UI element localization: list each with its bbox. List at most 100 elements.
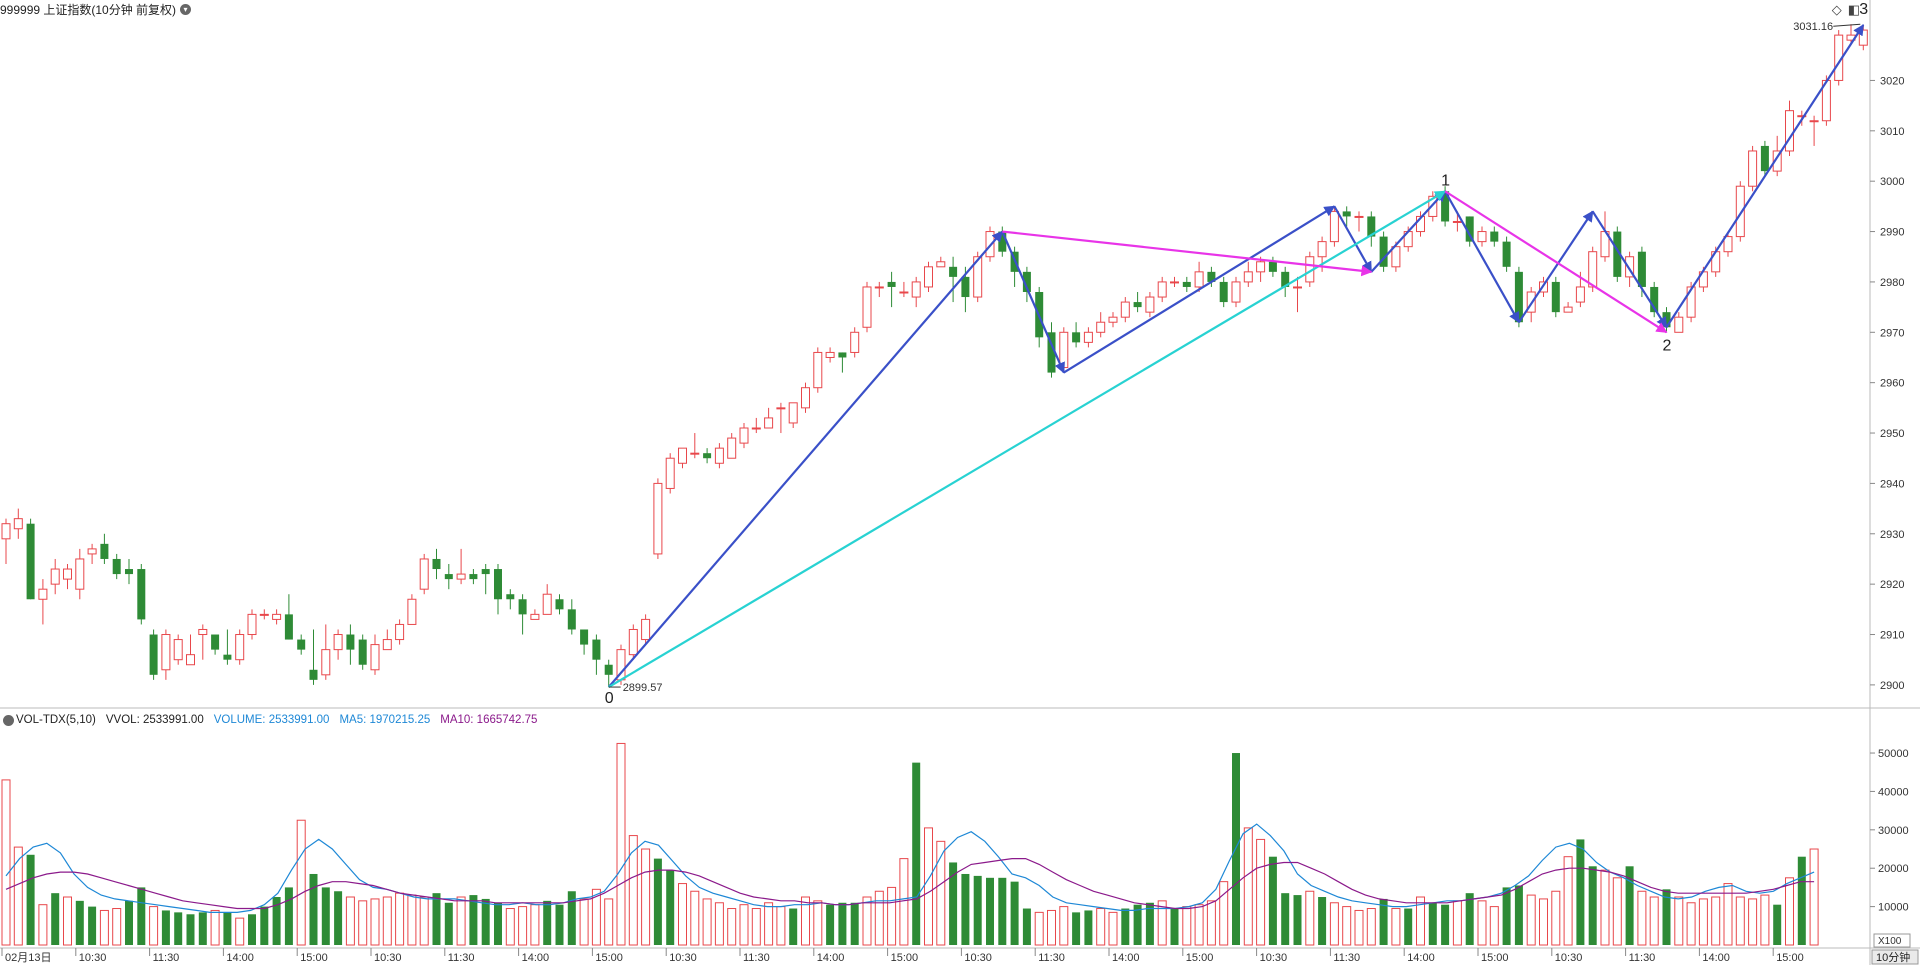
volume-bar bbox=[1305, 890, 1315, 946]
volume-bar bbox=[1711, 896, 1721, 946]
time-tick-label: 15:00 bbox=[300, 952, 328, 964]
volume-bar bbox=[88, 906, 97, 945]
volume-bar bbox=[776, 906, 786, 946]
price-tick-label: 2960 bbox=[1880, 378, 1904, 390]
volume-tick-label: 20000 bbox=[1878, 863, 1909, 875]
volume-bar bbox=[764, 902, 774, 946]
price-tick-label: 2950 bbox=[1880, 428, 1904, 440]
price-tick-label: 2910 bbox=[1880, 630, 1904, 642]
volume-bar bbox=[874, 890, 884, 946]
time-tick-label: 11:30 bbox=[448, 952, 475, 964]
time-tick-label: 11:30 bbox=[153, 952, 180, 964]
volume-unit-box bbox=[1873, 933, 1911, 948]
candle-body bbox=[63, 568, 72, 580]
candle-body bbox=[223, 654, 232, 660]
volume-bar bbox=[1391, 908, 1401, 946]
candle-body bbox=[1441, 191, 1450, 222]
candle-body bbox=[137, 569, 146, 620]
candle-body bbox=[149, 634, 158, 675]
candle-body bbox=[211, 634, 220, 650]
volume-bar bbox=[112, 908, 122, 946]
volume-bar bbox=[543, 900, 552, 945]
volume-bar bbox=[309, 873, 318, 945]
candle-body bbox=[469, 574, 478, 580]
volume-bar bbox=[1797, 856, 1806, 945]
volume-bar bbox=[1010, 881, 1019, 945]
volume-bar bbox=[616, 742, 626, 946]
window-toggle-icon[interactable]: ◧ bbox=[1847, 2, 1860, 17]
candle-body bbox=[1477, 231, 1487, 243]
chart-header: 999999 上证指数(10分钟 前复权) ▾ bbox=[0, 0, 192, 18]
volume-bar bbox=[591, 888, 601, 946]
candle-body bbox=[346, 634, 355, 650]
candle-body bbox=[395, 623, 405, 641]
time-tick-label: 10:30 bbox=[79, 952, 107, 964]
volume-bar bbox=[628, 835, 638, 946]
candle-body bbox=[198, 628, 208, 636]
candle-body bbox=[1686, 286, 1696, 318]
price-tick-label: 2980 bbox=[1880, 277, 1904, 289]
volume-bar bbox=[272, 897, 281, 945]
candle-body bbox=[370, 644, 380, 671]
wave-arrow bbox=[1444, 190, 1520, 324]
volume-bar bbox=[1342, 906, 1352, 946]
candle-body bbox=[1194, 271, 1204, 288]
volume-bar bbox=[137, 887, 146, 945]
price-tick-label: 2920 bbox=[1880, 579, 1904, 591]
candle-body bbox=[407, 598, 417, 625]
candle-body bbox=[690, 452, 700, 455]
chart-title: 999999 上证指数(10分钟 前复权) bbox=[0, 2, 177, 17]
volume-bar bbox=[653, 858, 662, 945]
volume-bar bbox=[1723, 883, 1733, 946]
volume-bar bbox=[1428, 902, 1437, 945]
volume-bar bbox=[1034, 911, 1044, 946]
candle-body bbox=[788, 402, 798, 424]
chevron-down-circle-icon[interactable] bbox=[3, 714, 14, 726]
volume-bar bbox=[727, 908, 737, 946]
time-tick-label: 11:30 bbox=[1333, 952, 1360, 964]
volume-bar bbox=[1588, 866, 1597, 945]
candle-body bbox=[1157, 281, 1167, 298]
candle-body bbox=[173, 639, 183, 661]
diamond-icon[interactable]: ◇ bbox=[1831, 2, 1842, 17]
candle-body bbox=[297, 639, 306, 650]
volume-bar bbox=[1489, 906, 1499, 946]
period-button-label: 10分钟 bbox=[1876, 950, 1910, 964]
candle-body bbox=[1379, 236, 1388, 267]
period-button bbox=[1871, 949, 1919, 965]
volume-indicator-name: VOL-TDX(5,10) bbox=[16, 714, 96, 726]
candle-body bbox=[567, 609, 576, 630]
volume-bar bbox=[789, 908, 798, 945]
price-tick-label: 2990 bbox=[1880, 227, 1904, 239]
candle-body bbox=[1170, 281, 1179, 284]
volume-bar bbox=[1329, 902, 1339, 946]
volume-bar bbox=[1059, 906, 1069, 946]
volume-bar bbox=[1735, 896, 1745, 946]
chevron-down-circle-icon[interactable]: ▾ bbox=[180, 3, 192, 15]
volume-bar bbox=[432, 893, 441, 945]
volume-bar bbox=[75, 900, 84, 945]
volume-bar bbox=[949, 862, 958, 945]
time-tick-label: 14:00 bbox=[1702, 952, 1730, 964]
volume-bar bbox=[1194, 904, 1204, 946]
volume-bar bbox=[296, 819, 306, 946]
candle-body bbox=[1072, 332, 1081, 343]
volume-bar bbox=[1022, 908, 1031, 945]
candle-body bbox=[456, 573, 466, 580]
candle-body bbox=[1563, 306, 1573, 313]
wave-arrow bbox=[1517, 210, 1594, 323]
candle-body bbox=[1329, 210, 1339, 243]
candle-body bbox=[1120, 301, 1130, 318]
volume-bar bbox=[1268, 856, 1277, 945]
time-tick-label: 10:30 bbox=[669, 952, 697, 964]
volume-bar bbox=[38, 904, 48, 946]
volume-bar bbox=[1366, 908, 1376, 946]
candle-body bbox=[1108, 316, 1118, 323]
candle-body bbox=[38, 588, 48, 600]
volume-bar bbox=[1354, 909, 1364, 946]
candle-body bbox=[727, 437, 737, 459]
volume-tick-label: 30000 bbox=[1878, 825, 1909, 837]
candle-body bbox=[1465, 216, 1474, 242]
candle-body bbox=[1502, 241, 1511, 267]
candle-body bbox=[604, 664, 613, 675]
